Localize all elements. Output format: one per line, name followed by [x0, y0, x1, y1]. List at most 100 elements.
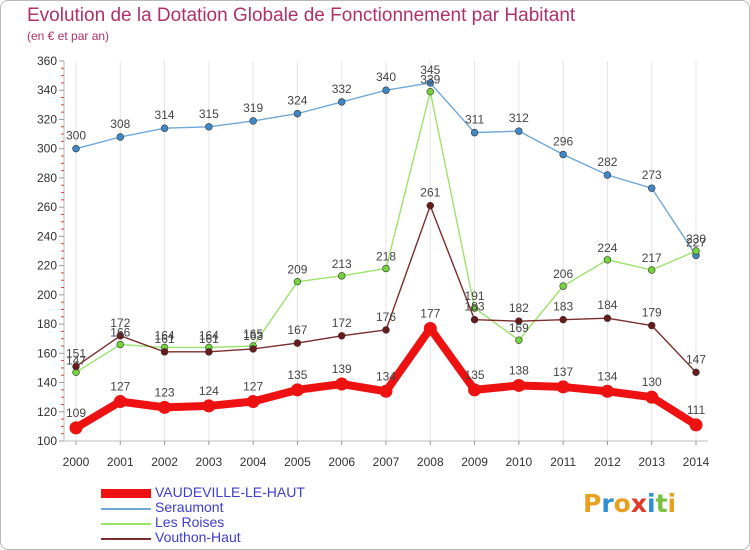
data-point [426, 87, 434, 96]
x-tick-label: 2003 [196, 455, 223, 469]
legend-swatch [101, 523, 151, 525]
x-tick-label: 2009 [461, 455, 488, 469]
x-tick-label: 2002 [151, 455, 178, 469]
logo-letter: P [583, 489, 602, 518]
legend-label: VAUDEVILLE-LE-HAUT [155, 484, 305, 500]
data-point [205, 348, 213, 356]
data-label: 164 [155, 328, 175, 342]
data-label: 139 [332, 362, 352, 376]
data-label: 172 [110, 316, 130, 330]
data-point [335, 377, 349, 391]
y-tick-label: 340 [37, 83, 57, 97]
data-point [382, 86, 390, 94]
data-point [116, 332, 124, 340]
logo-letter: i [647, 489, 656, 518]
chart-title: Evolution de la Dotation Globale de Fonc… [27, 5, 576, 26]
data-label: 230 [686, 232, 706, 246]
data-label: 169 [509, 321, 529, 335]
data-label: 183 [465, 300, 485, 314]
data-label: 109 [66, 406, 86, 420]
data-point [645, 390, 659, 404]
data-label: 134 [376, 369, 396, 383]
y-tick-label: 200 [37, 288, 57, 302]
data-label: 165 [243, 327, 263, 341]
y-tick-label: 220 [37, 259, 57, 273]
data-label: 191 [465, 289, 485, 303]
data-point [468, 383, 482, 397]
data-label: 273 [642, 168, 662, 182]
y-tick-label: 120 [37, 405, 57, 419]
data-label: 135 [287, 368, 307, 382]
y-tick-label: 320 [37, 112, 57, 126]
x-tick-label: 2000 [63, 455, 90, 469]
data-point [692, 368, 700, 377]
data-point [648, 266, 656, 274]
data-label: 138 [509, 363, 529, 377]
data-point [246, 395, 260, 409]
data-point [559, 315, 567, 324]
data-labels: 300 308 314 315 319 324 332 340 345 311 312 296 282 2… [66, 63, 706, 420]
data-label: 345 [420, 63, 440, 77]
data-label: 147 [686, 352, 706, 366]
data-point [205, 123, 213, 131]
x-tick-label: 2011 [550, 455, 576, 469]
data-point [202, 399, 216, 413]
data-point [249, 117, 257, 125]
y-tick-label: 180 [37, 317, 57, 331]
data-label: 137 [553, 365, 573, 379]
x-tick-label: 2012 [594, 455, 621, 469]
data-label: 332 [332, 82, 352, 96]
logo-letter: x [630, 489, 647, 518]
data-label: 312 [509, 111, 529, 125]
x-tick-label: 2013 [638, 455, 665, 469]
data-point [648, 321, 656, 330]
data-label: 339 [420, 73, 440, 87]
data-label: 218 [376, 250, 396, 264]
data-label: 224 [597, 241, 617, 255]
y-tick-label: 300 [37, 142, 57, 156]
y-tick-label: 280 [37, 171, 57, 185]
data-label: 166 [110, 326, 130, 340]
data-point [692, 247, 700, 255]
data-point [603, 314, 612, 322]
data-point [72, 144, 80, 153]
data-point [116, 340, 124, 349]
data-point [556, 380, 570, 394]
data-label: 135 [465, 368, 485, 382]
data-label: 184 [597, 298, 617, 312]
data-label: 319 [243, 101, 263, 115]
data-label: 261 [420, 186, 440, 200]
data-label: 167 [287, 323, 307, 337]
data-point [72, 362, 80, 371]
y-tick-label: 140 [37, 376, 57, 390]
data-point [113, 395, 127, 409]
data-label: 151 [66, 346, 86, 360]
legend-label: Vouthon-Haut [155, 529, 241, 545]
data-label: 182 [509, 301, 529, 315]
x-tick-label: 2007 [373, 455, 400, 469]
y-tick-label: 100 [37, 434, 57, 448]
data-point [293, 109, 302, 118]
data-point [423, 321, 437, 335]
data-point [426, 79, 434, 87]
data-point [293, 277, 302, 286]
data-label: 300 [66, 129, 86, 143]
legend-label: Seraumont [155, 499, 224, 515]
data-label: 134 [597, 369, 617, 383]
data-label: 227 [686, 235, 706, 249]
data-point [160, 124, 169, 132]
data-label: 311 [465, 113, 484, 127]
data-point [293, 339, 302, 347]
data-point [470, 304, 479, 312]
data-point [160, 348, 169, 356]
logo-letter: t [655, 489, 668, 518]
data-point [648, 184, 656, 192]
data-point [470, 128, 479, 137]
data-label: 172 [332, 316, 352, 330]
data-point [512, 378, 526, 392]
x-tick-label: 2010 [506, 455, 533, 469]
data-label: 282 [597, 155, 617, 169]
data-label: 296 [553, 135, 573, 149]
data-label: 315 [199, 107, 219, 121]
x-tick-label: 2014 [683, 455, 710, 469]
